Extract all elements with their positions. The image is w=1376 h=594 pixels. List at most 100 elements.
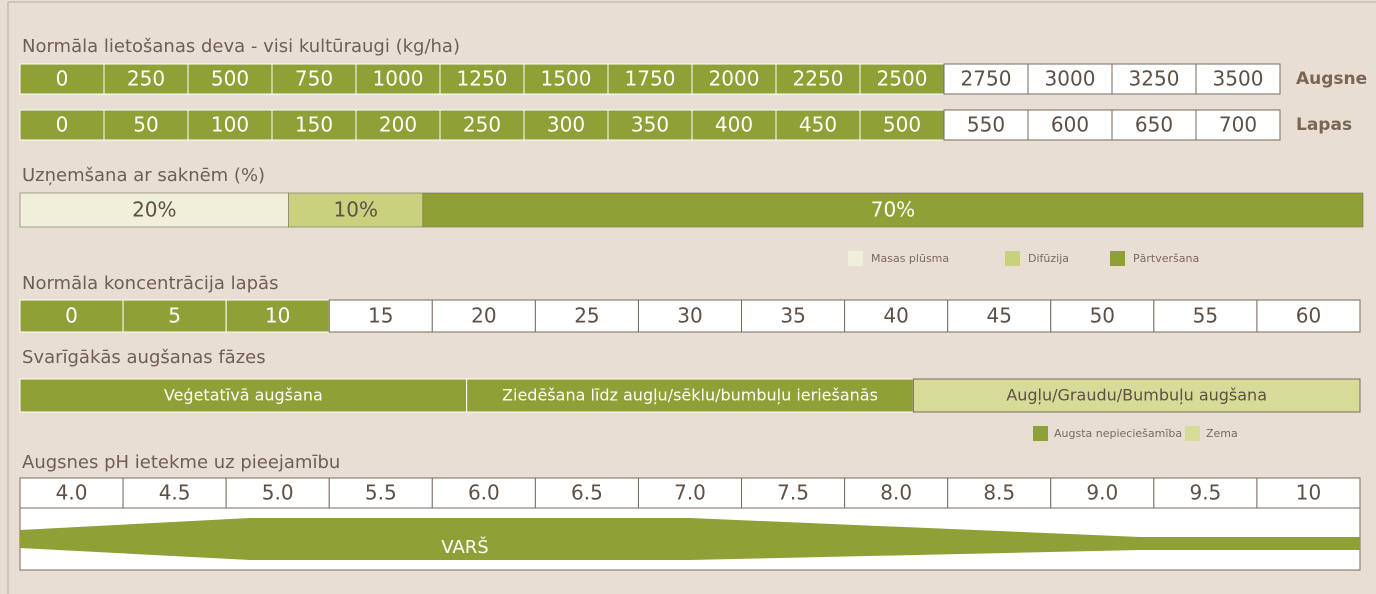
cell — [943, 63, 1029, 95]
legend-label: Pārtveršana — [1133, 252, 1199, 265]
cell — [225, 299, 330, 333]
cell-label: 2750 — [961, 67, 1012, 91]
cell-label: 1250 — [457, 67, 508, 91]
cell-label: 50 — [133, 113, 158, 137]
cell-label: 5.5 — [365, 481, 397, 505]
cell-label: 35 — [780, 304, 805, 328]
cell-label: 30 — [677, 304, 702, 328]
cell-label: 20 — [471, 304, 496, 328]
cell — [1256, 477, 1361, 509]
cell-label: 8.0 — [880, 481, 912, 505]
cell — [523, 109, 609, 141]
cell-label: 10 — [265, 304, 290, 328]
cell-label: 450 — [799, 113, 837, 137]
uptake-segment — [19, 192, 289, 228]
cell-label: 55 — [1193, 304, 1218, 328]
cell — [741, 299, 846, 333]
nutrient-label: VARŠ — [441, 536, 488, 558]
cell — [1153, 299, 1258, 333]
legend-swatch — [1185, 426, 1200, 441]
cell-label: 700 — [1219, 113, 1257, 137]
cell — [19, 109, 105, 141]
cell — [103, 63, 189, 95]
concentration-title: Normāla koncentrācija lapās — [22, 273, 278, 294]
cell — [859, 63, 945, 95]
cell-label: 200 — [379, 113, 417, 137]
cell — [103, 109, 189, 141]
cell-label: 7.0 — [674, 481, 706, 505]
cell-label: 750 — [295, 67, 333, 91]
cell — [19, 477, 124, 509]
legend-swatch — [1005, 251, 1020, 266]
cell — [844, 299, 949, 333]
cell-label: 650 — [1135, 113, 1173, 137]
cell-label: 8.5 — [983, 481, 1015, 505]
cell-label: 0 — [56, 113, 69, 137]
row-label: Augsne — [1296, 69, 1367, 89]
legend-swatch — [1110, 251, 1125, 266]
cell-label: 150 — [295, 113, 333, 137]
cell-label: 25 — [574, 304, 599, 328]
cell — [122, 299, 227, 333]
cell — [271, 63, 357, 95]
cell — [943, 109, 1029, 141]
cell-label: 400 — [715, 113, 753, 137]
phase-label: Veģetatīvā augšana — [164, 386, 323, 405]
cell-label: 45 — [987, 304, 1012, 328]
cell — [431, 299, 536, 333]
phase — [466, 378, 914, 413]
cell — [691, 63, 777, 95]
cell-label: 60 — [1296, 304, 1321, 328]
cell — [328, 477, 433, 509]
cell-label: 350 — [631, 113, 669, 137]
cell — [1256, 299, 1361, 333]
cell — [439, 63, 525, 95]
cell — [439, 109, 525, 141]
uptake-label: 10% — [334, 198, 378, 222]
cell — [947, 477, 1052, 509]
cell-label: 9.5 — [1189, 481, 1221, 505]
phase-label: Ziedēšana līdz augļu/sēklu/bumbuļu ierie… — [502, 386, 878, 405]
cell — [1050, 299, 1155, 333]
dose-title: Normāla lietošanas deva - visi kultūraug… — [22, 36, 460, 57]
cell-label: 40 — [883, 304, 908, 328]
cell — [775, 63, 861, 95]
legend-swatch — [1033, 426, 1048, 441]
cell-label: 2500 — [877, 67, 928, 91]
cell — [637, 477, 743, 509]
cell-label: 0 — [65, 304, 78, 328]
cell — [1195, 63, 1281, 95]
cell-label: 4.5 — [159, 481, 191, 505]
cell — [859, 109, 945, 141]
cell-label: 500 — [883, 113, 921, 137]
cell-label: 9.0 — [1086, 481, 1118, 505]
cell — [607, 109, 693, 141]
cell-label: 5 — [168, 304, 181, 328]
cell-label: 5.0 — [262, 481, 294, 505]
cell — [122, 477, 227, 509]
cell-label: 3250 — [1129, 67, 1180, 91]
cell — [534, 477, 639, 509]
legend-label: Augsta nepieciešamība — [1054, 427, 1182, 440]
cell — [607, 63, 693, 95]
cell-label: 4.0 — [56, 481, 88, 505]
cell — [534, 299, 639, 333]
availability-shape — [20, 518, 1360, 560]
cell-label: 7.5 — [777, 481, 809, 505]
legend-label: Zema — [1206, 427, 1238, 440]
cell-label: 250 — [127, 67, 165, 91]
legend-label: Masas plūsma — [871, 252, 949, 265]
cell-label: 3500 — [1213, 67, 1264, 91]
cell-label: 50 — [1090, 304, 1115, 328]
uptake-segment — [288, 192, 424, 228]
cell-label: 1000 — [373, 67, 424, 91]
cell-label: 6.0 — [468, 481, 500, 505]
uptake-segment — [422, 192, 1364, 228]
cell-label: 3000 — [1045, 67, 1096, 91]
row-label: Lapas — [1296, 115, 1352, 135]
cell — [523, 63, 609, 95]
uptake-label: 70% — [871, 198, 915, 222]
cell — [691, 109, 777, 141]
cell-label: 550 — [967, 113, 1005, 137]
